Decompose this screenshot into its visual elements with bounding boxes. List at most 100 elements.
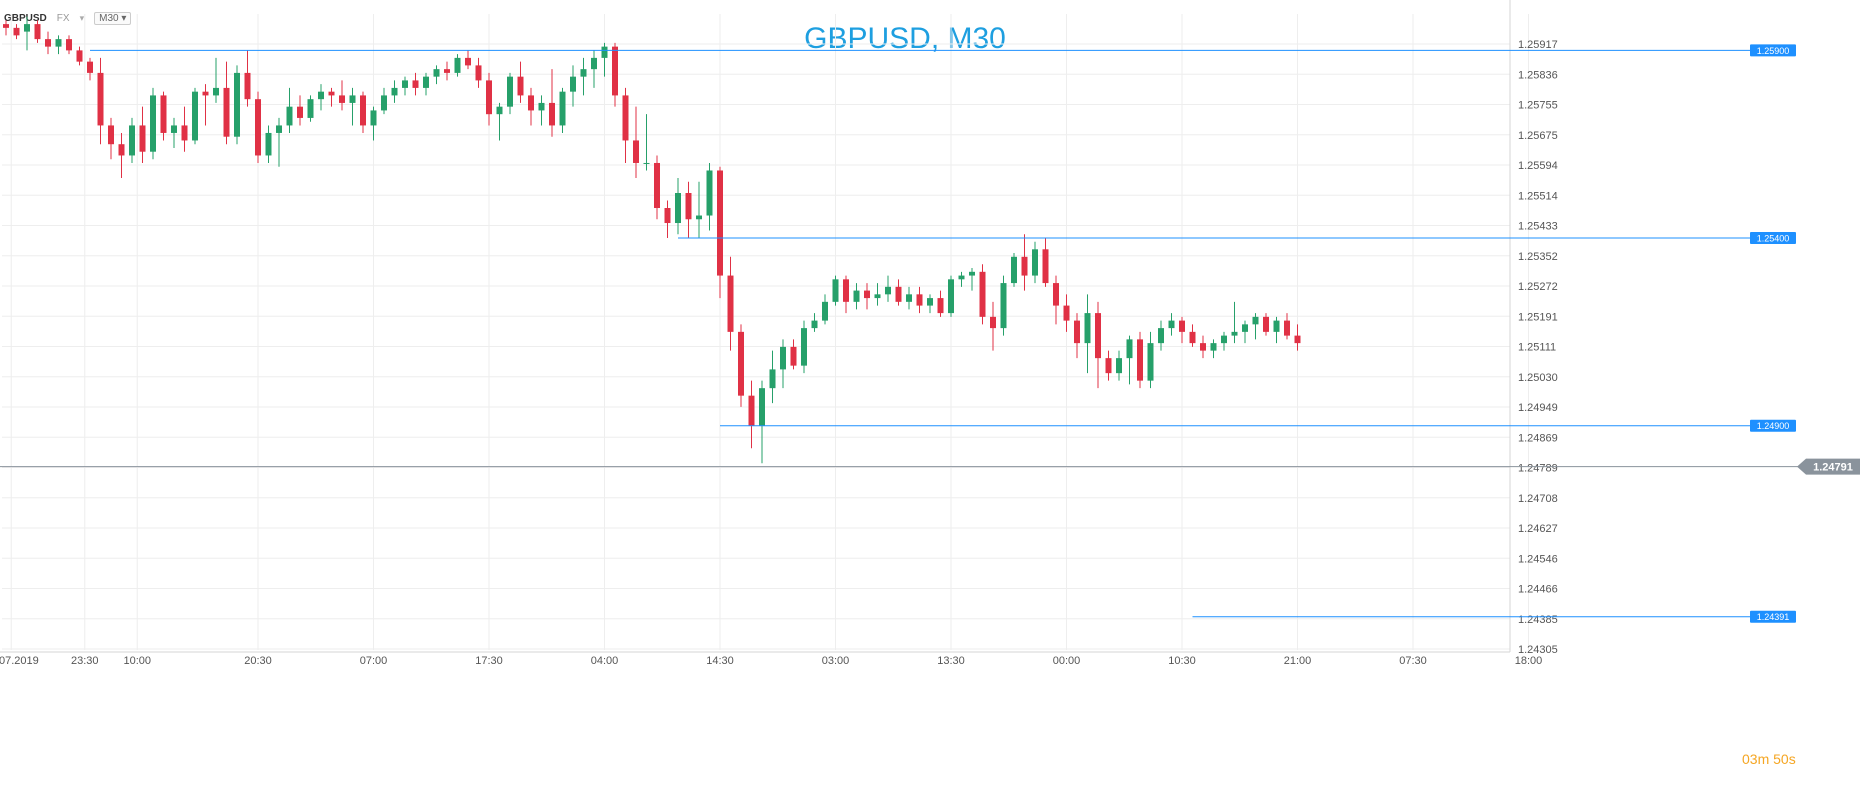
candle-bear [1200, 343, 1206, 351]
candle-bear [916, 294, 923, 306]
x-tick-label: 07:00 [360, 655, 388, 667]
x-tick-label: 02.07.2019 [0, 655, 39, 667]
candle-bull [370, 110, 377, 126]
candle-bull [402, 80, 408, 88]
candle-bull [234, 72, 240, 137]
x-tick-label: 04:00 [591, 655, 619, 667]
candle-bull [349, 95, 356, 103]
candle-bear [45, 39, 51, 47]
y-tick-label: 1.24627 [1518, 523, 1558, 535]
candle-bull [1084, 313, 1091, 344]
candle-bull [286, 106, 293, 126]
candle-bull [570, 76, 576, 92]
candle-bear [1189, 331, 1196, 344]
candle-bear [1074, 320, 1080, 344]
candle-bull [958, 275, 965, 280]
candle-bear [654, 162, 660, 209]
candle-bull [1252, 316, 1259, 325]
candle-bear [13, 27, 20, 36]
x-tick-label: 23:30 [71, 655, 99, 667]
level-tag-label: 1.25400 [1757, 234, 1790, 244]
candle-bear [633, 140, 639, 163]
y-tick-label: 1.24546 [1518, 553, 1558, 565]
candle-bull [265, 132, 272, 156]
candle-bull [1147, 343, 1154, 381]
candle-bear [937, 298, 944, 314]
candle-countdown: 03m 50s [1742, 751, 1796, 767]
candle-bear [97, 72, 104, 126]
current-price-tag [1797, 458, 1860, 475]
candle-bear [139, 125, 146, 152]
level-tag-label: 1.24900 [1757, 421, 1790, 431]
candle-bear [748, 395, 755, 426]
countdown-seconds-unit: s [1788, 751, 1796, 767]
x-tick-label: 03:00 [822, 655, 850, 667]
symbol-label[interactable]: GBPUSD [4, 12, 47, 24]
candle-bull [538, 102, 545, 111]
candle-bull [675, 192, 681, 224]
y-tick-label: 1.25514 [1518, 190, 1558, 202]
timeframe-value: M30 [99, 12, 119, 24]
candle-bear [528, 95, 534, 111]
x-tick-label: 00:00 [1053, 655, 1081, 667]
candle-bull [601, 46, 608, 58]
candle-bear [475, 65, 482, 81]
candle-bear [1021, 256, 1028, 276]
candle-bear [223, 87, 230, 137]
y-tick-label: 1.24466 [1518, 584, 1558, 596]
x-tick-label: 18:00 [1515, 655, 1543, 667]
candle-bear [244, 72, 251, 100]
y-tick-label: 1.25272 [1518, 281, 1558, 293]
candle-bear [66, 39, 72, 51]
candle-bull [1116, 358, 1122, 374]
candle-bear [328, 91, 335, 96]
candle-bull [318, 91, 324, 100]
x-tick-label: 21:00 [1284, 655, 1312, 667]
candle-bull [391, 87, 398, 96]
y-tick-label: 1.25111 [1518, 342, 1556, 354]
candle-bull [559, 91, 566, 126]
candle-bear [1042, 249, 1049, 284]
y-tick-label: 1.25917 [1518, 39, 1558, 51]
y-tick-label: 1.25433 [1518, 221, 1558, 233]
market-label[interactable]: FX [56, 12, 70, 24]
candle-bear [549, 102, 555, 126]
level-tag-label: 1.24391 [1757, 612, 1790, 622]
candle-bull [874, 294, 881, 299]
x-tick-label: 14:30 [706, 655, 734, 667]
countdown-seconds: 50 [1773, 751, 1789, 767]
candle-bull [55, 39, 62, 47]
candle-bear [990, 316, 996, 329]
chevron-down-icon[interactable]: ▾ [79, 12, 85, 23]
candle-bear [727, 275, 734, 332]
candle-bear [118, 144, 125, 156]
candle-bull [591, 57, 597, 70]
timeframe-select[interactable]: M30 ▾ [94, 11, 132, 25]
candle-bull [822, 301, 828, 321]
candle-bull [454, 57, 461, 73]
candle-bull [853, 290, 860, 302]
candle-bull [769, 369, 776, 389]
candle-bear [864, 290, 870, 299]
candle-bull [276, 125, 282, 133]
candle-bear [1095, 313, 1101, 359]
candle-bull [885, 286, 891, 295]
candle-bull [580, 69, 587, 77]
candle-bear [339, 95, 345, 103]
candle-bull [706, 170, 713, 216]
y-tick-label: 1.24305 [1518, 644, 1558, 656]
x-tick-label: 07:30 [1399, 655, 1427, 667]
current-price-label: 1.24791 [1813, 462, 1853, 474]
candle-bull [507, 76, 513, 107]
candle-bear [664, 208, 671, 224]
candle-bull [1210, 343, 1217, 351]
candle-bear [612, 46, 618, 96]
candle-bear [979, 271, 986, 317]
candle-bull [1273, 320, 1280, 332]
candle-bear [1053, 283, 1059, 306]
candle-bear [360, 95, 366, 126]
y-tick-label: 1.24385 [1518, 614, 1558, 626]
candle-bear [160, 95, 167, 133]
